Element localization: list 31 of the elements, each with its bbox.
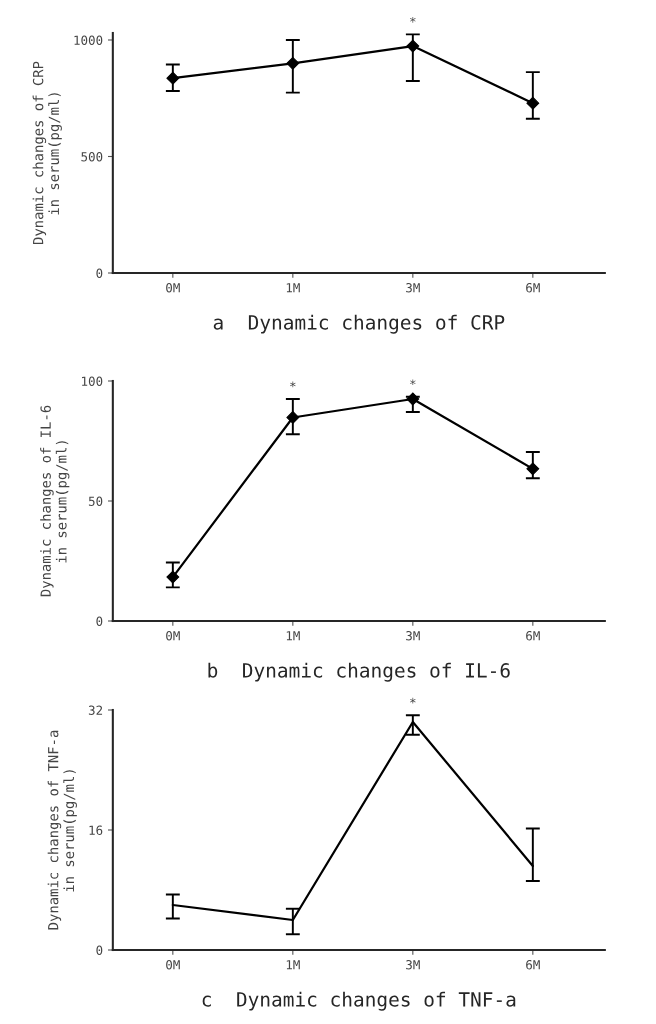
- x-tick-label: 6M: [526, 283, 540, 293]
- y-tick-label: 16: [89, 825, 103, 835]
- annotation: *: [290, 381, 296, 388]
- y-tick-label: 1000: [74, 35, 103, 45]
- y-tick-label: 50: [88, 496, 103, 506]
- x-tick-label: 6M: [526, 960, 540, 970]
- annotation: *: [410, 16, 416, 23]
- text: a Dynamic changes of CRP: [213, 314, 505, 334]
- y-axis-title: Dynamic changes of IL-6 in serum(pg/ml): [40, 405, 70, 597]
- text: b Dynamic changes of IL-6: [208, 662, 510, 682]
- y-tick-label: 32: [88, 705, 103, 715]
- x-tick-label: 0M: [166, 960, 180, 970]
- y-tick-label: 100: [82, 376, 103, 386]
- text: c Dynamic changes of TNF-a: [202, 991, 516, 1011]
- y-tick-label: 0: [96, 616, 103, 626]
- x-tick-label: 3M: [406, 631, 420, 641]
- y-tick-label: 0: [96, 268, 103, 278]
- y-axis-title: Dynamic changes of CRP in serum(pg/ml): [32, 61, 62, 245]
- y-tick-label: 500: [81, 152, 103, 162]
- x-tick-label: 1M: [286, 631, 300, 641]
- x-tick-label: 3M: [406, 960, 420, 970]
- x-tick-label: 6M: [526, 631, 540, 641]
- annotation: *: [410, 697, 416, 704]
- y-axis-title: Dynamic changes of TNF-a in serum(pg/ml): [47, 730, 77, 930]
- x-tick-label: 0M: [166, 283, 180, 293]
- y-tick-label: 0: [96, 945, 103, 955]
- x-tick-label: 1M: [286, 960, 300, 970]
- x-tick-label: 0M: [166, 631, 180, 641]
- x-tick-label: 3M: [406, 283, 420, 293]
- x-tick-label: 1M: [286, 283, 300, 293]
- annotation: *: [410, 379, 416, 386]
